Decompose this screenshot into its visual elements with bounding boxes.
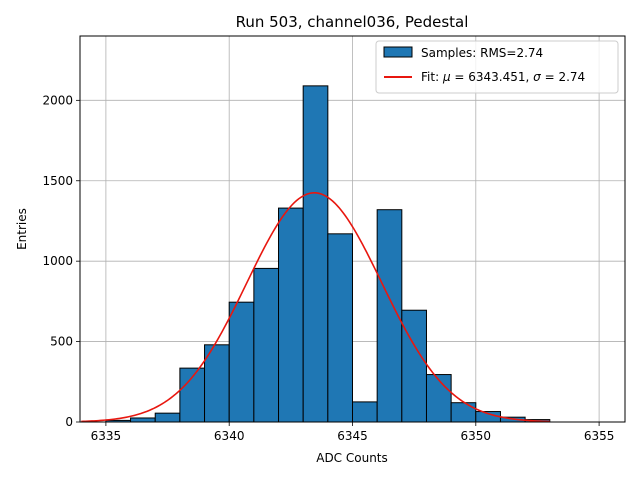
legend-mu-symbol: μ: [442, 70, 451, 84]
chart-title: Run 503, channel036, Pedestal: [236, 13, 469, 31]
histogram-bar: [130, 417, 156, 423]
y-axis-label: Entries: [15, 208, 29, 250]
y-tick-label: 1000: [42, 254, 73, 268]
x-axis-label: ADC Counts: [316, 451, 388, 465]
x-axis-ticks: 6335 6340 6345 6350 6355: [91, 422, 615, 443]
x-tick-label: 6345: [337, 429, 368, 443]
legend-sigma-symbol: σ: [533, 70, 541, 84]
legend: Samples: RMS=2.74 Fit: μ = 6343.451, σ =…: [375, 40, 619, 94]
y-axis-ticks: 0 500 1000 1500 2000: [42, 93, 80, 429]
x-tick-label: 6335: [91, 429, 122, 443]
histogram-bar: [327, 233, 353, 423]
legend-fit-prefix: Fit:: [421, 70, 443, 84]
histogram-bar: [425, 374, 452, 423]
legend-box: [375, 40, 619, 94]
histogram-bar: [278, 207, 304, 423]
legend-swatch-samples: [383, 46, 413, 58]
histogram-bars: [105, 85, 551, 423]
histogram-bar: [450, 402, 477, 423]
y-tick-label: 500: [50, 335, 73, 349]
y-tick-label: 2000: [42, 93, 73, 107]
histogram-bar: [228, 301, 255, 423]
legend-fit-suffix: = 2.74: [541, 70, 585, 84]
histogram-bar: [154, 412, 181, 423]
legend-label-samples: Samples: RMS=2.74: [421, 46, 543, 60]
x-tick-label: 6350: [461, 429, 492, 443]
fit-curve: [81, 192, 550, 423]
histogram-bar: [302, 85, 329, 423]
x-tick-label: 6340: [214, 429, 245, 443]
legend-fit-mid: = 6343.451,: [451, 70, 534, 84]
histogram-bar: [352, 401, 378, 423]
y-tick-label: 0: [65, 415, 73, 429]
x-tick-label: 6355: [584, 429, 615, 443]
legend-label-fit: Fit: μ = 6343.451, σ = 2.74: [421, 70, 585, 84]
histogram-bar: [401, 309, 427, 423]
y-tick-label: 1500: [42, 174, 73, 188]
histogram-bar: [253, 267, 280, 423]
